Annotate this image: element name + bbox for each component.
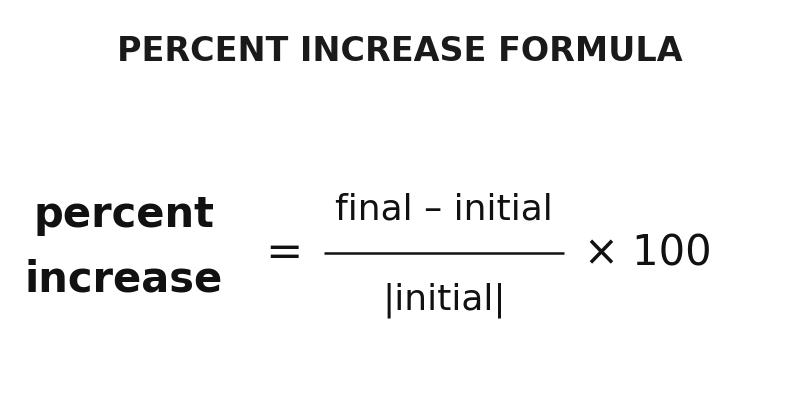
Text: × 100: × 100 xyxy=(584,232,712,274)
Text: final – initial: final – initial xyxy=(335,193,553,227)
Text: =: = xyxy=(266,232,302,274)
Text: increase: increase xyxy=(25,259,223,301)
Text: |initial|: |initial| xyxy=(382,282,506,318)
Text: percent: percent xyxy=(34,194,214,236)
Text: PERCENT INCREASE FORMULA: PERCENT INCREASE FORMULA xyxy=(117,35,683,68)
